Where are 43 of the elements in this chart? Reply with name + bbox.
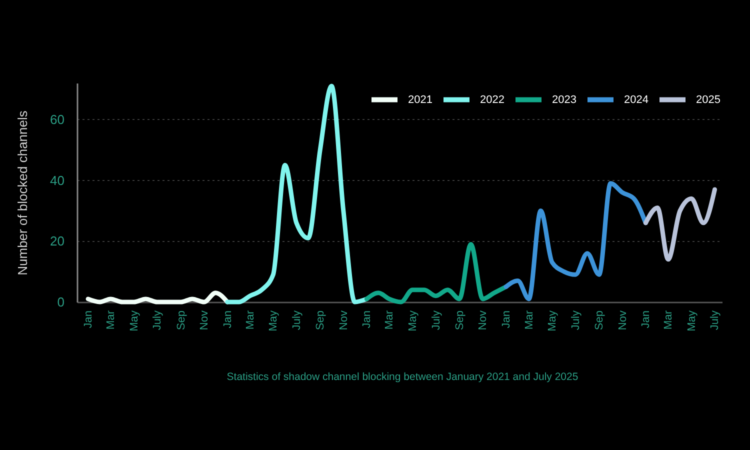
- x-tick-label: May: [268, 310, 280, 332]
- y-tick-label: 40: [50, 172, 64, 188]
- legend-label: 2021: [408, 94, 432, 106]
- legend-label: 2022: [480, 94, 504, 106]
- y-tick-label: 20: [50, 234, 64, 249]
- x-tick-label: May: [128, 310, 140, 332]
- x-tick-label: May: [686, 310, 698, 332]
- line-series: [504, 181, 648, 302]
- x-tick-label: July: [290, 310, 303, 330]
- x-tick-label: Mar: [244, 310, 256, 330]
- y-tick-label: 0: [57, 294, 64, 310]
- legend-label: 2023: [552, 94, 576, 106]
- legend-label: 2025: [696, 94, 720, 106]
- x-tick-label: Sep: [594, 310, 606, 330]
- x-tick-label: Nov: [198, 310, 211, 330]
- x-tick-label: Mar: [384, 310, 396, 330]
- legend-label: 2024: [624, 94, 648, 106]
- x-tick-label: May: [406, 310, 419, 332]
- y-axis-title: Number of blocked channels: [15, 110, 30, 276]
- x-tick-label: July: [430, 310, 442, 330]
- x-tick-label: May: [546, 310, 559, 332]
- line-series: [364, 242, 508, 304]
- x-tick-label: Nov: [338, 310, 350, 330]
- x-tick-label: July: [709, 310, 722, 330]
- x-tick-label: Nov: [477, 310, 490, 330]
- x-tick-label: Jan: [82, 310, 95, 328]
- line-series: [643, 187, 717, 262]
- x-tick-label: Jan: [222, 310, 234, 328]
- y-tick-label: 60: [50, 112, 64, 127]
- x-tick-label: Mar: [662, 310, 675, 330]
- x-tick-label: Mar: [523, 310, 536, 330]
- x-tick-label: Nov: [616, 310, 629, 330]
- x-tick-label: July: [570, 310, 582, 330]
- x-tick-label: Jan: [500, 310, 512, 328]
- line-series: [225, 84, 369, 304]
- x-tick-label: Jan: [640, 310, 652, 328]
- x-tick-label: Jan: [361, 310, 374, 328]
- x-tick-label: Sep: [314, 310, 327, 330]
- text: Statistics of shadow channel blocking between January 2021 and July 2025: [226, 371, 578, 383]
- x-tick-label: Mar: [105, 310, 118, 330]
- x-tick-label: Sep: [175, 310, 188, 330]
- x-tick-label: Sep: [454, 310, 466, 330]
- x-tick-label: July: [152, 310, 164, 330]
